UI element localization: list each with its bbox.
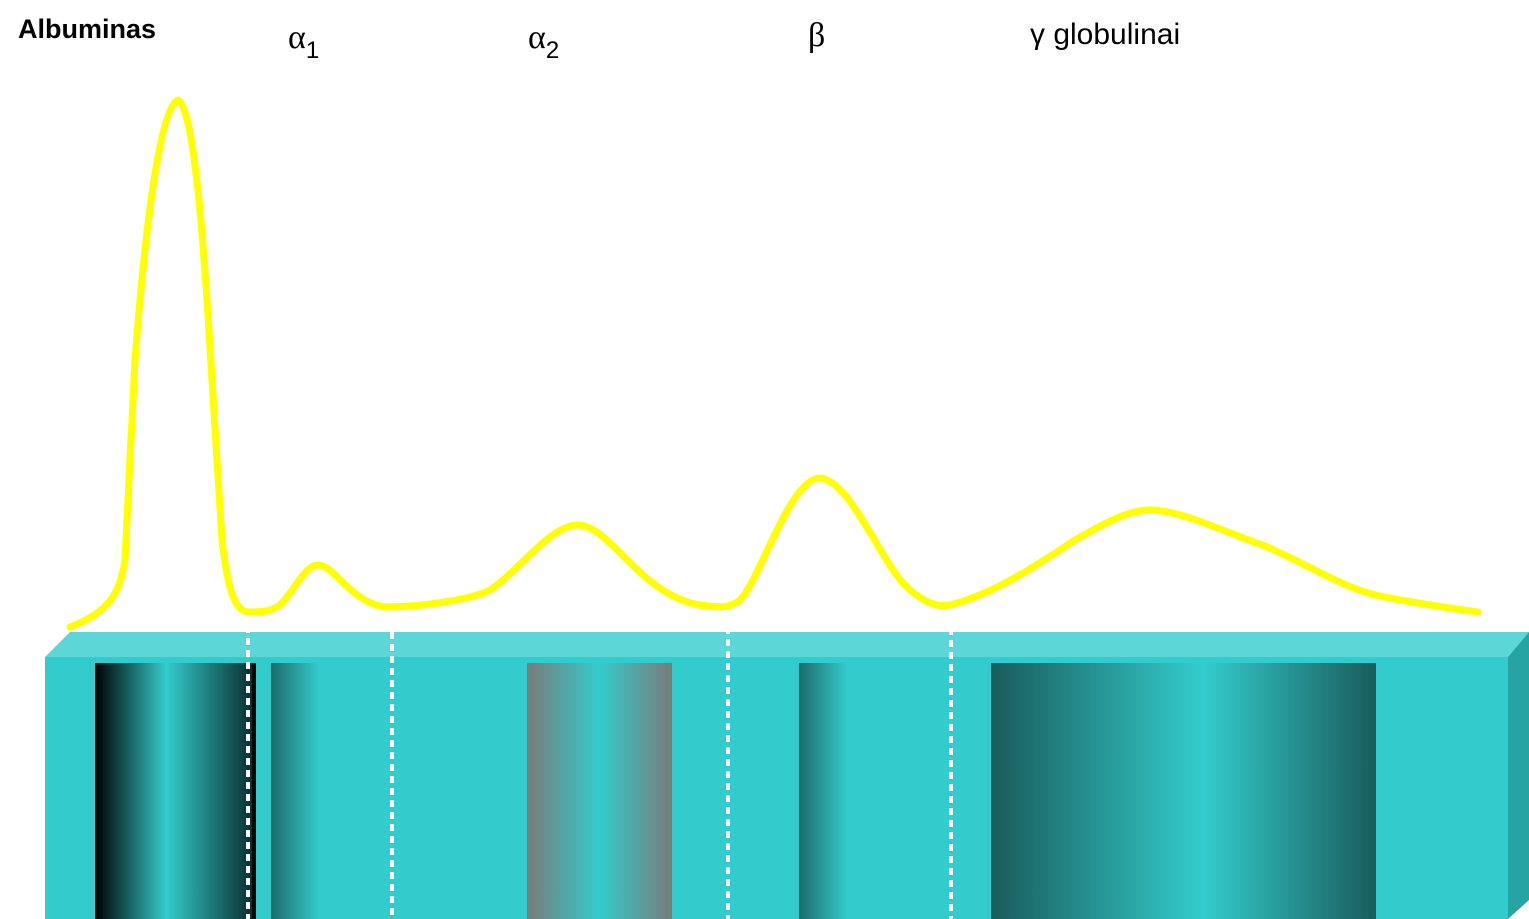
band-alpha2 bbox=[527, 663, 672, 919]
symbol: α bbox=[528, 19, 546, 56]
symbol: α bbox=[288, 19, 306, 56]
gel-top bbox=[45, 632, 1529, 657]
electrophoresis-diagram: Albuminas α1 α2 β γ globulinai bbox=[0, 0, 1529, 919]
band-beta bbox=[799, 663, 896, 919]
density-curve bbox=[70, 100, 1478, 627]
band-alpha1 bbox=[271, 663, 368, 919]
label-alpha1: α1 bbox=[288, 19, 319, 64]
label-alpha2: α2 bbox=[528, 19, 559, 64]
page: Albuminas α1 α2 β γ globulinai (() => { … bbox=[0, 0, 1529, 919]
label-gamma: γ globulinai bbox=[1030, 18, 1180, 51]
subscript: 1 bbox=[306, 37, 319, 64]
label-albumin: Albuminas bbox=[18, 14, 156, 44]
band-edge bbox=[252, 663, 256, 919]
band-gamma bbox=[991, 663, 1376, 919]
band-albumin bbox=[95, 663, 253, 919]
subscript: 2 bbox=[546, 37, 559, 64]
label-beta: β bbox=[808, 17, 825, 54]
gel-side bbox=[1508, 632, 1529, 919]
